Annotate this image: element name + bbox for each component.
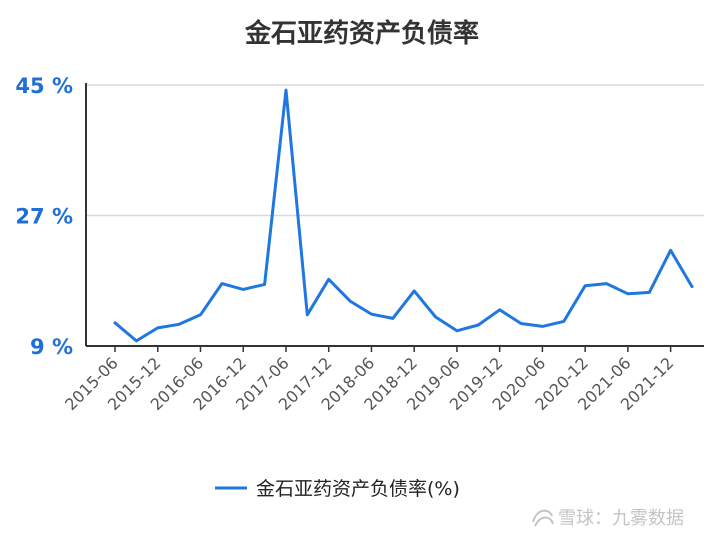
x-axis: 2015-062015-122016-062016-122017-062017-… [61,345,704,414]
watermark: 雪球：九雾数据 [532,508,684,529]
legend: 金石亚药资产负债率(%) [215,478,460,500]
plot-area [113,88,694,343]
series-line [113,88,694,343]
y-tick-label: 9 % [30,335,73,359]
grid-lines [86,84,704,217]
watermark-text: 雪球：九雾数据 [558,508,684,529]
chart-title: 金石亚药资产负债率 [244,18,479,49]
y-tick-label: 27 % [15,205,73,229]
y-tick-label: 45 % [15,74,73,98]
y-axis: 9 % 27 % 45 % [15,74,87,359]
legend-label: 金石亚药资产负债率(%) [256,478,460,500]
snowball-logo-icon [532,509,554,527]
